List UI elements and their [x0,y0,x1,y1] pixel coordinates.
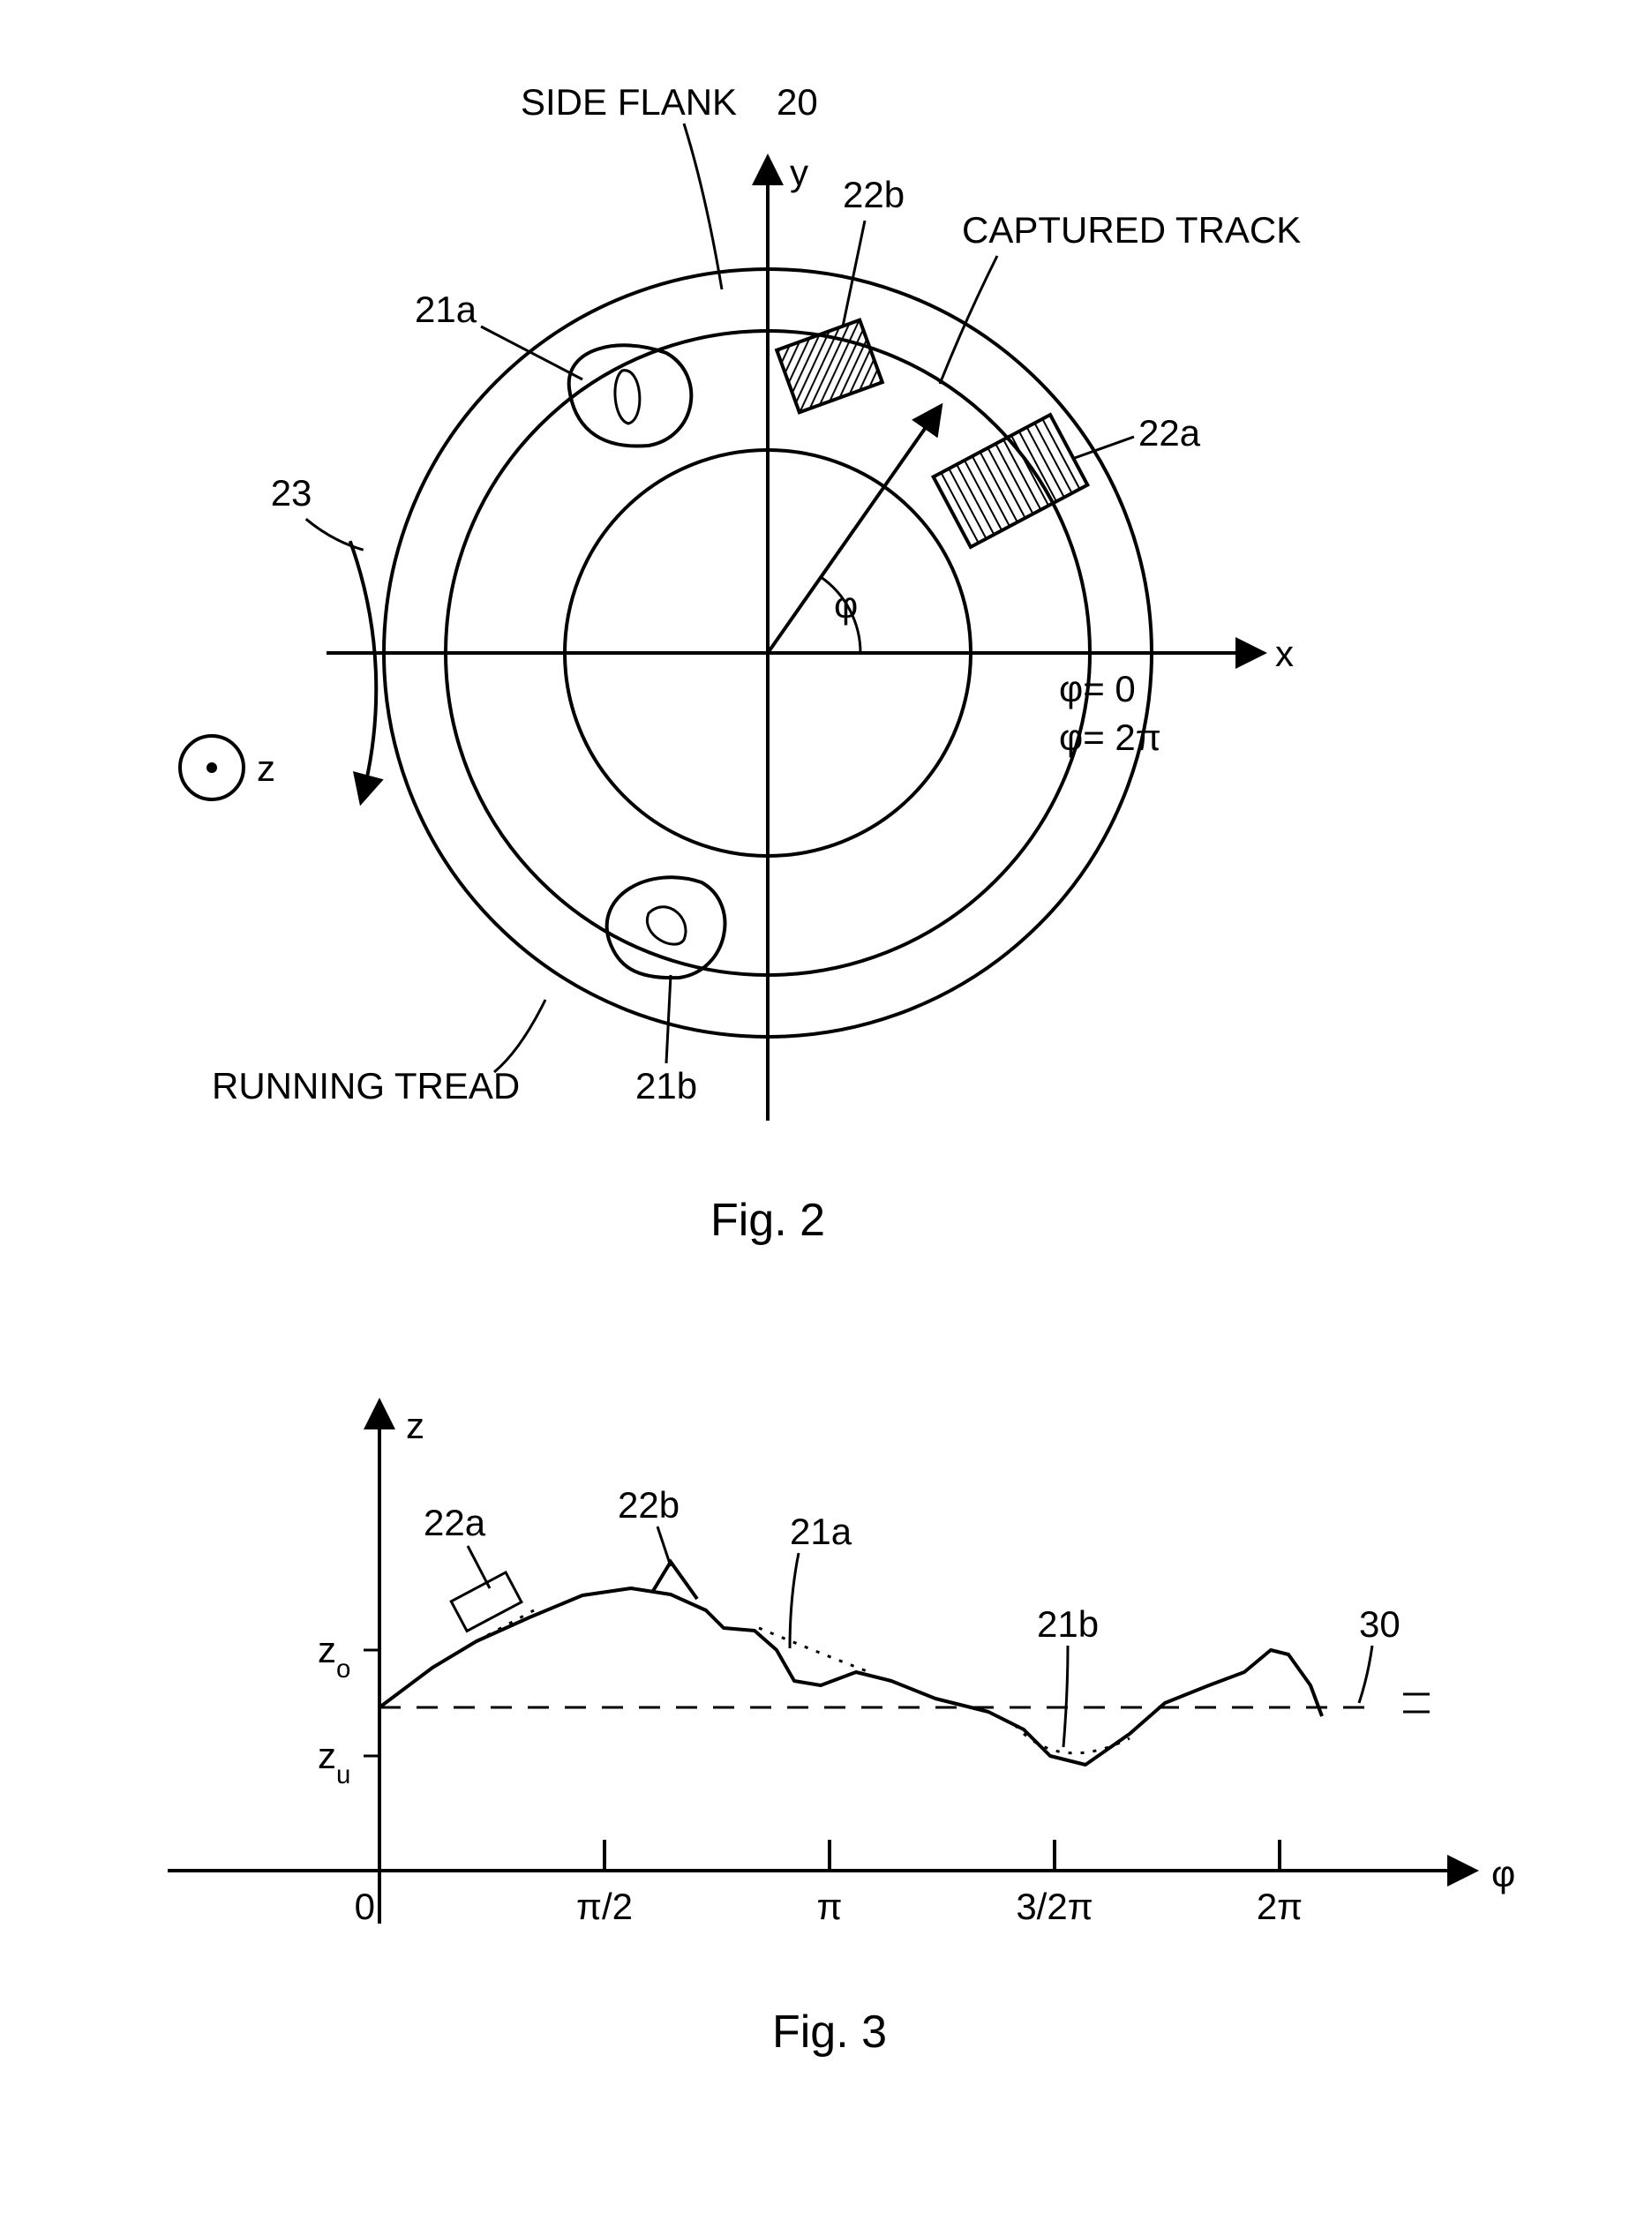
zu-label: zu [318,1735,350,1789]
fig3-tick-label: 2π [1257,1886,1303,1927]
fig3-label-22a: 22a [424,1502,486,1543]
leader-running-tread [494,1000,545,1072]
fig2-caption: Fig. 2 [710,1195,825,1246]
fig3-leader-22a [468,1546,490,1588]
leader-21a [481,326,582,379]
fig3-label-22b: 22b [618,1484,680,1526]
leader-22b [843,221,865,326]
figure-3: φ z 0 π/2 π 3/2π 2π zo zu 22a 22b 21a 21b 30 Fig. 3 [168,1403,1515,2058]
running-tread-label: RUNNING TREAD [212,1065,520,1106]
fig3-tick-label: π/2 [576,1886,633,1927]
phi-2pi-label: φ= 2π [1059,716,1161,758]
leader-23 [306,519,364,550]
label-22a: 22a [1138,412,1201,454]
fig3-leader-22b [657,1527,671,1566]
fig3-label-30: 30 [1359,1603,1400,1645]
side-flank-label: SIDE FLANK [521,81,737,123]
profile-curve [379,1588,1322,1765]
fig3-leader-21a [790,1553,799,1648]
fig3-tick-0: 0 [355,1886,375,1927]
fig3-caption: Fig. 3 [772,2007,887,2058]
phi-label: φ [834,584,858,626]
fig3-x-label: φ [1491,1853,1515,1894]
label-22b: 22b [843,174,905,215]
leader-captured-track [940,256,997,384]
label-21a: 21a [415,289,477,330]
fig3-leader-21b [1063,1646,1068,1747]
fig3-tick-label: π [817,1886,843,1927]
label-21b: 21b [635,1065,697,1106]
fig3-tick-label: 3/2π [1016,1886,1093,1927]
defect-21b-inner [647,907,686,944]
leader-22a [1072,437,1134,459]
z-axis-dot-icon [206,762,217,773]
label-23: 23 [271,472,312,514]
defect-21b [607,877,725,978]
zo-label: zo [318,1629,350,1684]
fig3-leader-30 [1359,1646,1372,1703]
defect-21a-inner [615,371,640,424]
rotation-arrow-icon [350,541,377,800]
leader-21b [666,975,671,1063]
side-flank-num: 20 [777,81,818,123]
y-axis-label: y [790,152,808,193]
fig3-label-21a: 21a [790,1511,852,1552]
figure-2: x y φ φ= 0 φ= 2π 23 z SIDE FLANK 20 CAPTURED TRAC… [180,81,1301,1246]
captured-track-label: CAPTURED TRACK [962,209,1301,251]
fig3-z-label: z [406,1405,424,1446]
fig3-label-21b: 21b [1037,1603,1099,1645]
phi-zero-label: φ= 0 [1059,668,1136,709]
patch-22b [777,320,882,413]
x-axis-label: x [1275,633,1294,674]
leader-side-flank [684,124,722,289]
z-label: z [257,747,275,789]
